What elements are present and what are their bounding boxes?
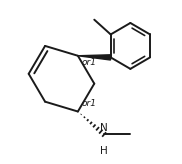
Text: or1: or1 [81,99,96,108]
Text: H: H [100,146,108,156]
Polygon shape [78,55,111,60]
Text: or1: or1 [81,58,96,67]
Text: N: N [100,123,108,133]
